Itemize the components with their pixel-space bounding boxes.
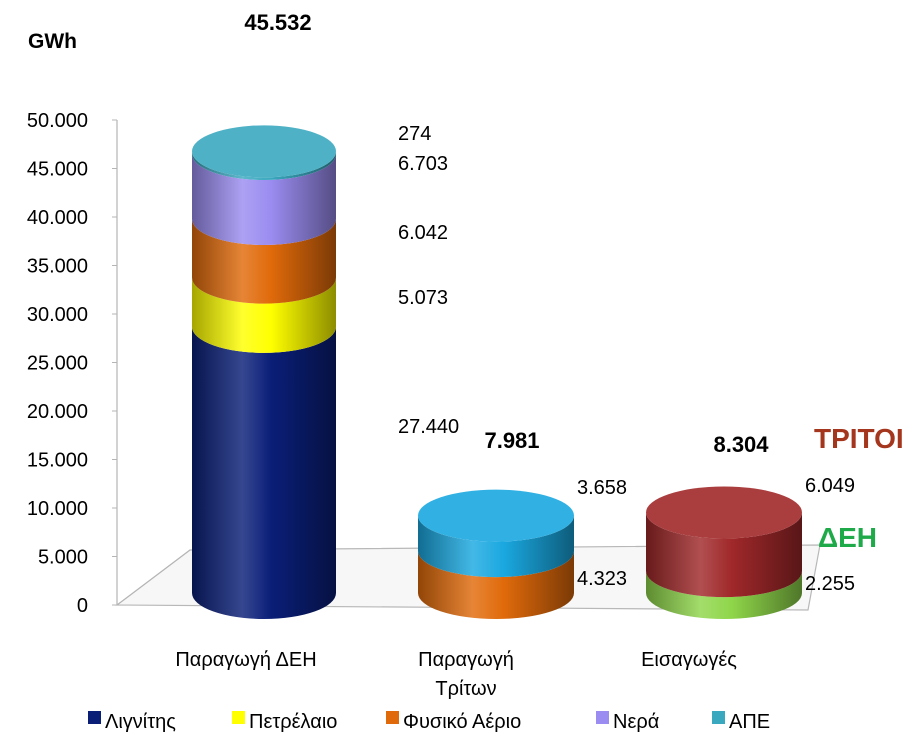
legend-item: Πετρέλαιο — [232, 711, 337, 733]
bar-top-cap — [646, 486, 802, 539]
series-annotation: ΤΡΙΤΟΙ — [814, 423, 904, 454]
bar-segment — [646, 571, 802, 619]
y-tick-label: 45.000 — [27, 159, 88, 181]
y-axis-unit-label: GWh — [28, 30, 77, 53]
data-label: 27.440 — [398, 416, 459, 438]
y-tick-label: 25.000 — [27, 353, 88, 375]
x-category-label: Τρίτων — [435, 678, 496, 700]
x-category-label: Παραγωγή — [418, 649, 514, 671]
bar-segment — [418, 551, 574, 619]
series-annotation: ΔΕΗ — [818, 522, 877, 553]
legend-item: Λιγνίτης — [88, 711, 176, 733]
y-tick-label: 20.000 — [27, 401, 88, 423]
bar-segment — [646, 512, 802, 598]
legend-label: Φυσικό Αέριο — [403, 711, 521, 733]
y-tick-label: 35.000 — [27, 256, 88, 278]
y-tick-label: 30.000 — [27, 304, 88, 326]
bar-total-label: 8.304 — [713, 432, 769, 457]
y-tick-label: 0 — [77, 595, 88, 617]
legend-swatch — [596, 711, 609, 724]
bar-segment — [192, 326, 336, 619]
legend-swatch — [232, 711, 245, 724]
legend-item: ΑΠΕ — [712, 711, 770, 733]
data-label: 6.049 — [805, 475, 855, 497]
legend-swatch — [712, 711, 725, 724]
bar-third — [418, 489, 574, 619]
data-label: 6.703 — [398, 153, 448, 175]
bar-top-cap — [418, 489, 574, 542]
y-tick-label: 5.000 — [38, 547, 88, 569]
legend-swatch — [386, 711, 399, 724]
bar-deh — [192, 125, 336, 619]
bar-segment — [418, 515, 574, 578]
legend-label: Πετρέλαιο — [249, 711, 337, 733]
floor-depth-edge — [116, 549, 191, 606]
data-label: 6.042 — [398, 222, 448, 244]
legend-label: Λιγνίτης — [105, 711, 176, 733]
legend-item: Νερά — [596, 711, 659, 733]
x-category-label: Εισαγωγές — [641, 649, 737, 671]
bar-segment — [192, 219, 336, 304]
legend-swatch — [88, 711, 101, 724]
data-label: 5.073 — [398, 287, 448, 309]
data-label: 3.658 — [577, 477, 627, 499]
y-tick-label: 10.000 — [27, 498, 88, 520]
y-tick-label: 50.000 — [27, 110, 88, 132]
bar-imports — [646, 486, 802, 619]
bar-total-label: 7.981 — [484, 428, 539, 453]
y-tick-label: 40.000 — [27, 207, 88, 229]
bar-total-label: 45.532 — [244, 10, 311, 35]
x-category-label: Παραγωγή ΔΕΗ — [175, 649, 316, 671]
legend-label: Νερά — [613, 711, 659, 733]
y-tick-label: 15.000 — [27, 450, 88, 472]
data-label: 4.323 — [577, 568, 627, 590]
bar-top-cap — [192, 125, 336, 178]
bar-segment — [192, 277, 336, 353]
legend-label: ΑΠΕ — [729, 711, 770, 733]
data-label: 2.255 — [805, 573, 855, 595]
bar-segment — [192, 153, 336, 246]
data-label: 274 — [398, 123, 431, 145]
legend-item: Φυσικό Αέριο — [386, 711, 521, 733]
